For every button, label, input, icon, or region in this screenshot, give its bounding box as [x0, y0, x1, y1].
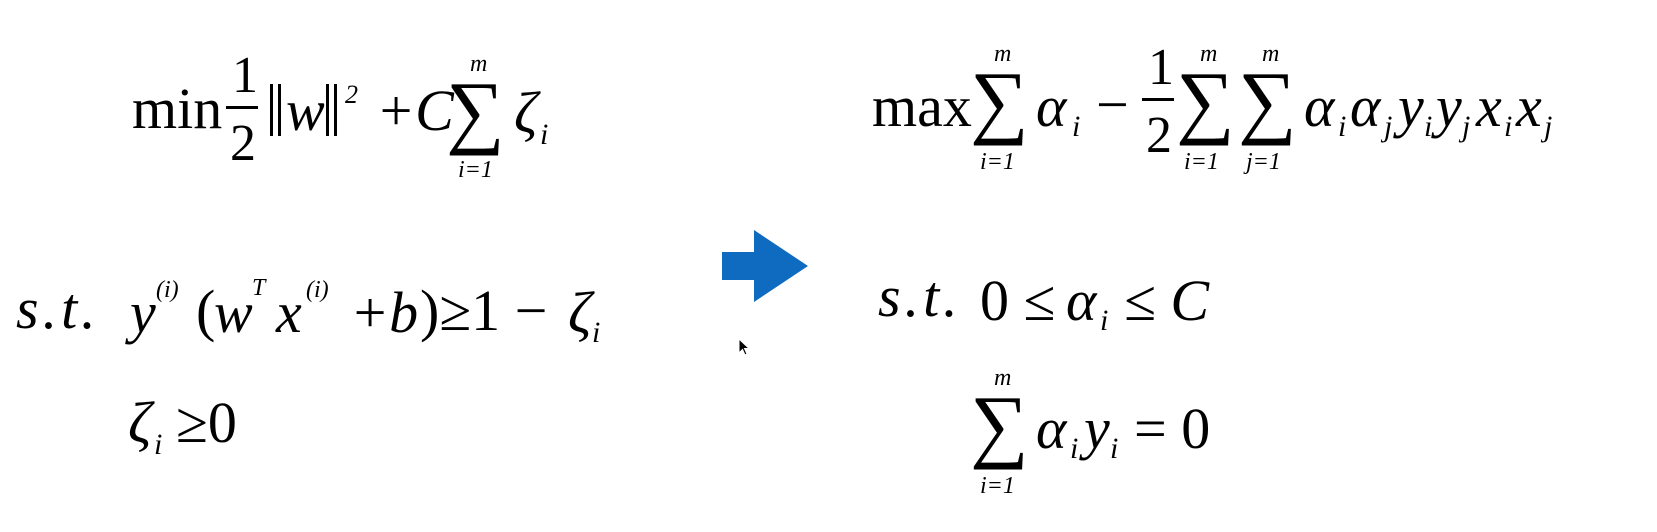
- eq-rhs: = 0: [1134, 396, 1211, 461]
- nonneg-zeta: ζ: [128, 390, 152, 455]
- feature-x: x: [276, 280, 302, 345]
- term-x-i: x: [1476, 74, 1502, 139]
- norm-bar-left-2: [278, 84, 281, 136]
- constraint-zeta: ζ: [568, 280, 592, 345]
- term-y-j: y: [1436, 74, 1462, 139]
- term-y-i-index: i: [1424, 110, 1433, 143]
- sum3-upper-limit: m: [1262, 41, 1280, 67]
- inequality-rhs: )≥1 −: [420, 278, 548, 343]
- transpose-T: T: [252, 275, 266, 301]
- half-numerator: 1: [232, 47, 258, 104]
- eq-sum-sigma: ∑: [970, 379, 1029, 470]
- eq-y: y: [1084, 396, 1110, 461]
- square-exponent: 2: [345, 80, 358, 109]
- right-arrow-icon: [722, 230, 808, 302]
- norm-bar-right-1: [326, 84, 329, 136]
- eq-sum-lower-limit: i=1: [980, 473, 1015, 499]
- box-alpha: α: [1066, 268, 1097, 333]
- sum2-upper-limit: m: [1200, 41, 1218, 67]
- term-x-j-index: j: [1544, 110, 1553, 143]
- nonneg-zeta-index: i: [154, 428, 163, 461]
- half-denominator: 2: [1146, 107, 1172, 164]
- alpha-index: i: [1072, 110, 1081, 143]
- such-that-label: s.t.: [878, 264, 962, 329]
- label-y-superscript: (i): [156, 277, 179, 303]
- half-numerator: 1: [1148, 39, 1174, 96]
- sum2-sigma: ∑: [1176, 55, 1235, 146]
- sum3-lower-limit: j=1: [1246, 149, 1281, 175]
- such-that-label: s.t.: [16, 276, 100, 341]
- min-operator: min: [132, 76, 223, 141]
- half-fraction-bar: [1142, 98, 1174, 101]
- label-y: y: [130, 280, 156, 345]
- mouse-cursor-icon: [738, 338, 751, 356]
- eq-alpha: α: [1036, 396, 1067, 461]
- feature-x-superscript: (i): [306, 277, 329, 303]
- norm-bar-right-2: [334, 84, 337, 136]
- term-alpha-j: α: [1350, 74, 1381, 139]
- box-upper-bound: ≤ C: [1124, 268, 1210, 333]
- slack-index: i: [540, 118, 549, 151]
- weight-w: w: [286, 78, 325, 143]
- term-x-i-index: i: [1504, 110, 1513, 143]
- term-y-i: y: [1398, 74, 1424, 139]
- open-paren: (: [196, 278, 216, 343]
- term-y-j-index: j: [1462, 110, 1471, 143]
- half-denominator: 2: [230, 115, 256, 172]
- sum3-sigma: ∑: [1238, 55, 1297, 146]
- alpha: α: [1036, 74, 1067, 139]
- sum-lower-limit: i=1: [458, 157, 493, 183]
- minus-sign: −: [1096, 72, 1129, 137]
- sum2-lower-limit: i=1: [1184, 149, 1219, 175]
- term-alpha-j-index: j: [1384, 110, 1393, 143]
- constraint-zeta-index: i: [592, 316, 601, 349]
- summation-sigma: ∑: [446, 65, 505, 156]
- sum1-upper-limit: m: [994, 41, 1012, 67]
- term-alpha-i: α: [1304, 74, 1335, 139]
- box-alpha-index: i: [1100, 304, 1109, 337]
- plus-bias-b: +b: [350, 280, 419, 345]
- half-fraction-bar: [226, 106, 258, 109]
- box-lower-bound: 0 ≤: [980, 268, 1056, 333]
- nonneg-rhs: ≥0: [176, 390, 237, 455]
- plus-c: +C: [376, 78, 454, 143]
- eq-y-index: i: [1110, 432, 1119, 465]
- sum1-lower-limit: i=1: [980, 149, 1015, 175]
- eq-alpha-index: i: [1070, 432, 1079, 465]
- constraint-w: w: [214, 280, 253, 345]
- term-alpha-i-index: i: [1338, 110, 1347, 143]
- max-operator: max: [872, 74, 972, 139]
- sum1-sigma: ∑: [970, 55, 1029, 146]
- sum-upper-limit: m: [470, 51, 488, 77]
- term-x-j: x: [1516, 74, 1542, 139]
- norm-bar-left-1: [270, 84, 273, 136]
- slack-zeta: ζ: [514, 80, 538, 145]
- eq-sum-upper-limit: m: [994, 365, 1012, 391]
